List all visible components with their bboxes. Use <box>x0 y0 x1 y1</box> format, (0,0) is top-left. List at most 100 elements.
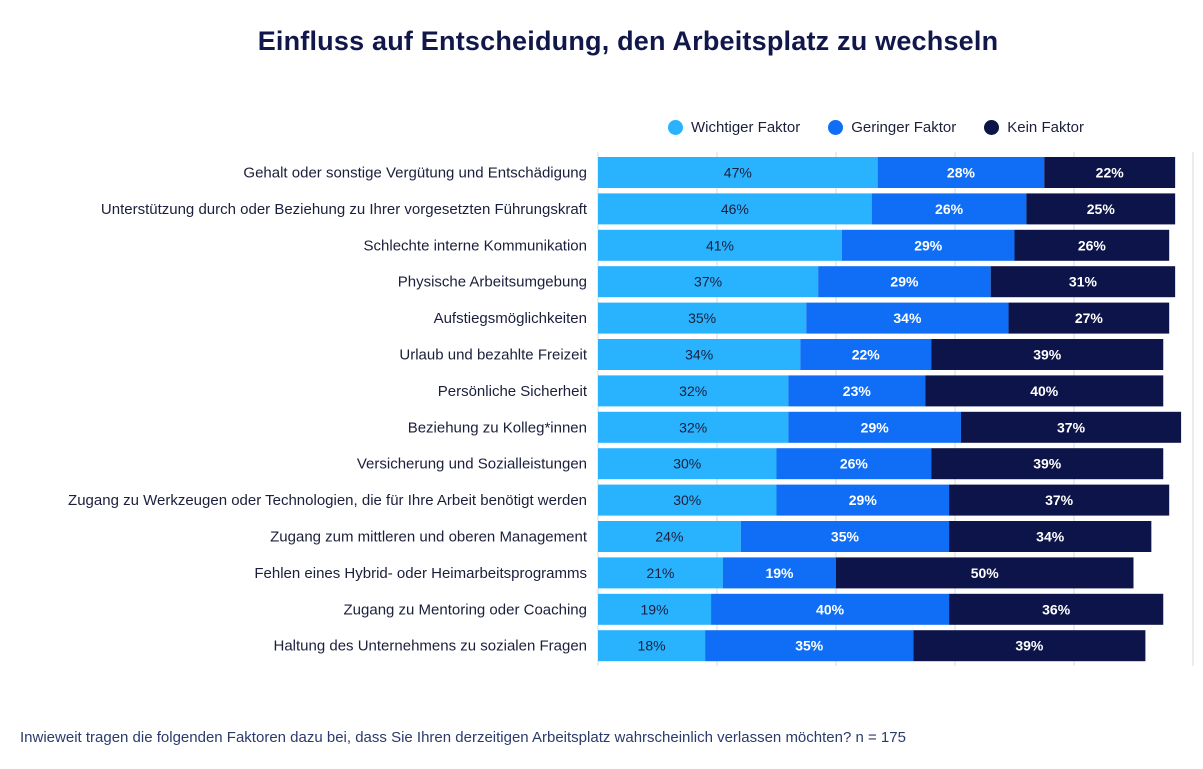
data-label: 19% <box>765 565 794 581</box>
bar-segment-wichtiger <box>598 157 878 188</box>
data-label: 37% <box>694 274 722 290</box>
category-label: Zugang zu Werkzeugen oder Technologien, … <box>68 492 587 509</box>
bar-segment-geringer <box>818 266 991 298</box>
data-label: 25% <box>1087 201 1116 217</box>
bar-segment-kein <box>1008 302 1170 334</box>
bar-segment-kein <box>949 484 1170 516</box>
legend-item: Geringer Faktor <box>828 119 956 136</box>
category-label: Zugang zu Mentoring oder Coaching <box>344 601 588 618</box>
bar-segment-geringer <box>711 593 950 625</box>
data-label: 35% <box>795 638 824 654</box>
bar-segment-wichtiger <box>598 521 741 552</box>
data-label: 39% <box>1015 638 1044 654</box>
bar-segment-kein <box>913 630 1146 662</box>
bar-segment-geringer <box>841 229 1015 261</box>
bar-segment-wichtiger <box>598 266 819 298</box>
bar-segment-wichtiger <box>598 375 789 407</box>
data-label: 40% <box>1030 383 1059 399</box>
legend-label: Wichtiger Faktor <box>691 119 801 136</box>
bar-segment-kein <box>1044 157 1176 188</box>
bar-segment-geringer <box>806 302 1009 334</box>
data-label: 30% <box>673 456 701 472</box>
category-label: Urlaub und bezahlte Freizeit <box>399 347 587 364</box>
data-label: 37% <box>1045 492 1074 508</box>
category-label: Aufstiegsmöglichkeiten <box>434 310 587 327</box>
bar-segment-geringer <box>871 193 1027 225</box>
bar-segment-kein <box>931 339 1164 370</box>
data-label: 40% <box>816 601 845 617</box>
data-label: 19% <box>641 601 669 617</box>
data-label: 37% <box>1057 419 1086 435</box>
data-label: 50% <box>971 565 1000 581</box>
data-label: 22% <box>852 347 881 363</box>
bar-segment-geringer <box>877 157 1045 188</box>
category-label: Gehalt oder sonstige Vergütung und Entsc… <box>243 165 587 182</box>
category-label: Physische Arbeitsumgebung <box>398 274 587 291</box>
bar-segment-kein <box>931 448 1164 480</box>
data-label: 30% <box>673 492 701 508</box>
bar-segment-kein <box>1014 229 1170 261</box>
category-label: Haltung des Unternehmens zu sozialen Fra… <box>273 638 587 655</box>
data-label: 22% <box>1096 165 1125 181</box>
bar-segment-geringer <box>740 521 950 552</box>
chart-legend: Wichtiger Faktor Geringer Faktor Kein Fakt… <box>668 119 1112 136</box>
data-label: 39% <box>1033 347 1062 363</box>
data-label: 26% <box>1078 237 1107 253</box>
bar-segment-wichtiger <box>598 557 723 589</box>
bar-segment-geringer <box>776 448 932 480</box>
legend-label: Kein Faktor <box>1007 119 1084 136</box>
bar-segment-kein <box>1026 193 1176 225</box>
bar-segment-kein <box>949 593 1164 625</box>
bar-segment-geringer <box>705 630 914 662</box>
data-label: 29% <box>914 237 943 253</box>
legend-swatch <box>828 120 844 135</box>
bar-segment-geringer <box>788 375 926 407</box>
bar-segment-wichtiger <box>598 193 872 225</box>
bar-segment-wichtiger <box>598 302 807 334</box>
category-label: Versicherung und Sozialleistungen <box>357 456 587 473</box>
data-label: 29% <box>890 274 919 290</box>
legend-item: Kein Faktor <box>984 119 1084 136</box>
data-label: 32% <box>679 419 707 435</box>
category-label: Fehlen eines Hybrid- oder Heimarbeitspro… <box>254 565 587 582</box>
chart-footnote: Inwieweit tragen die folgenden Faktoren … <box>20 729 906 746</box>
bar-segment-kein <box>990 266 1176 298</box>
bar-segment-geringer <box>788 411 961 443</box>
data-label: 26% <box>935 201 964 217</box>
data-label: 29% <box>849 492 878 508</box>
data-label: 18% <box>638 638 666 654</box>
data-label: 31% <box>1069 274 1098 290</box>
data-label: 28% <box>947 165 976 181</box>
data-label: 24% <box>655 529 683 545</box>
category-label: Beziehung zu Kolleg*innen <box>408 419 587 436</box>
bar-segment-wichtiger <box>598 484 777 516</box>
bar-segment-wichtiger <box>598 339 801 370</box>
chart-title: Einfluss auf Entscheidung, den Arbeitspl… <box>257 26 999 56</box>
bar-segment-kein <box>949 521 1152 552</box>
category-label: Zugang zum mittleren und oberen Manageme… <box>270 529 588 546</box>
data-label: 41% <box>706 237 734 253</box>
bar-segment-wichtiger <box>598 593 712 625</box>
category-label: Persönliche Sicherheit <box>438 383 588 400</box>
bar-segment-geringer <box>800 339 932 370</box>
bar-segment-geringer <box>722 557 836 589</box>
data-label: 39% <box>1033 456 1062 472</box>
bar-segment-wichtiger <box>598 229 842 261</box>
bar-segment-kein <box>960 411 1182 443</box>
data-label: 47% <box>724 165 752 181</box>
data-label: 35% <box>831 529 860 545</box>
legend-item: Wichtiger Faktor <box>668 119 800 136</box>
bar-segment-wichtiger <box>598 630 706 662</box>
data-label: 21% <box>646 565 674 581</box>
legend-swatch <box>984 120 1000 135</box>
data-label: 32% <box>679 383 707 399</box>
legend-swatch <box>668 120 683 135</box>
bar-segment-kein <box>925 375 1164 407</box>
data-label: 34% <box>893 310 922 326</box>
bar-segment-wichtiger <box>598 448 777 480</box>
bar-segment-kein <box>836 557 1134 589</box>
category-label: Unterstützung durch oder Beziehung zu Ih… <box>101 201 588 218</box>
data-label: 23% <box>843 383 872 399</box>
data-label: 27% <box>1075 310 1104 326</box>
bar-segment-geringer <box>776 484 950 516</box>
